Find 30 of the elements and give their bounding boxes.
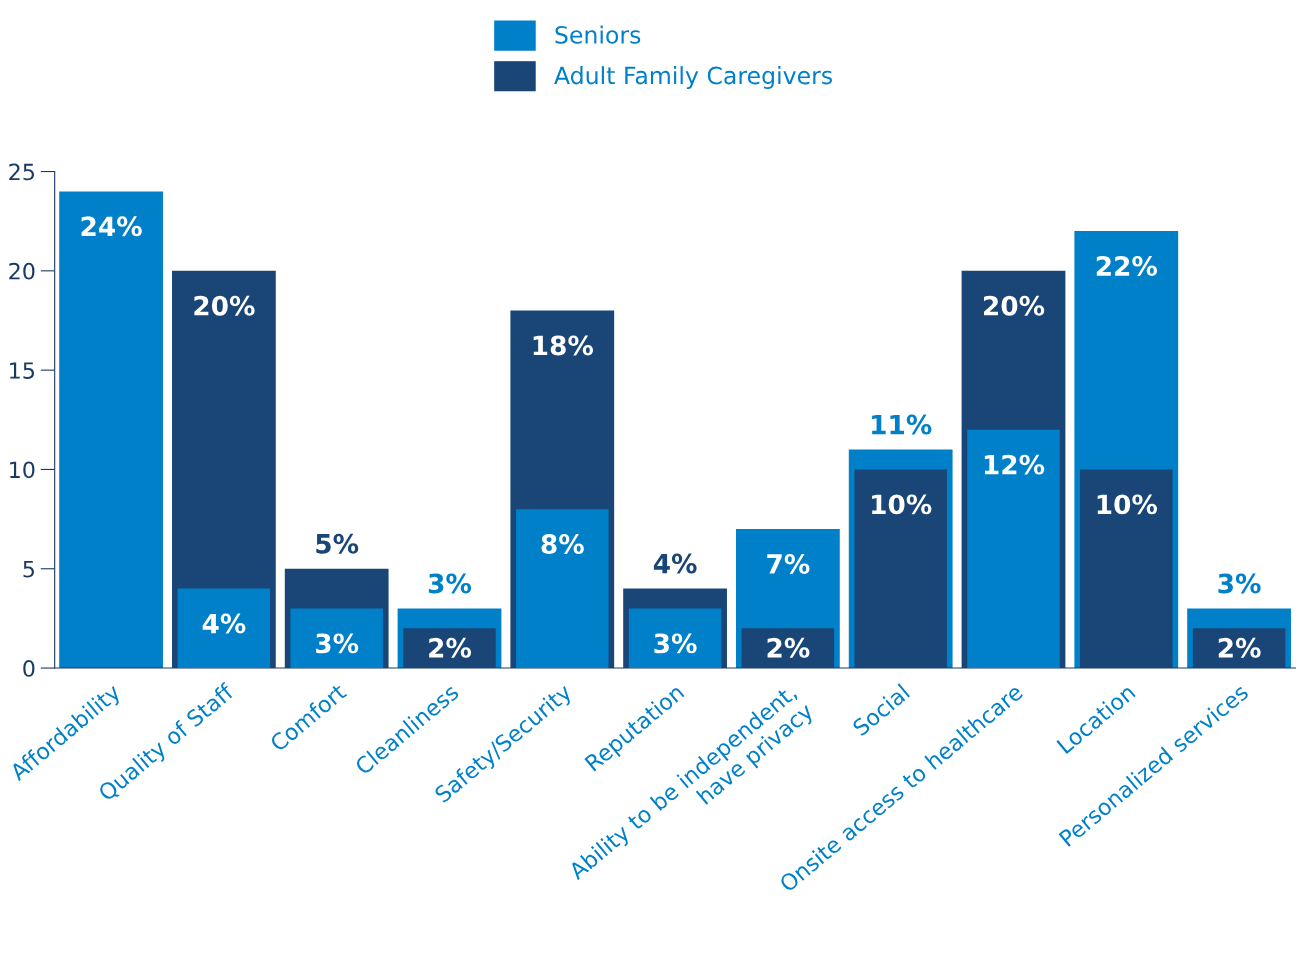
y-tick-label: 25 [9, 163, 34, 181]
data-label: 4% [653, 553, 697, 574]
y-tick-label: 15 [10, 362, 34, 379]
y-tick-label: 0 [23, 660, 35, 677]
y-tick-label: 5 [23, 560, 34, 578]
data-label: 3% [1218, 573, 1261, 594]
legend-label: Adult Family Caregivers [554, 66, 832, 89]
bar [59, 191, 163, 669]
data-label: 7% [767, 553, 810, 574]
data-label: 3% [654, 633, 697, 654]
data-label: 3% [316, 633, 359, 654]
y-tick-label: 20 [9, 262, 35, 280]
data-label: 3% [428, 573, 472, 594]
data-label: 10% [1097, 494, 1158, 515]
data-label: 20% [983, 295, 1045, 316]
data-label: 22% [1096, 256, 1158, 277]
data-label: 5% [316, 533, 359, 554]
data-label: 12% [984, 454, 1045, 475]
data-label: 2% [767, 637, 810, 658]
data-label: 20% [194, 295, 255, 316]
data-label: 18% [533, 335, 594, 356]
data-label: 4% [202, 613, 246, 634]
data-label: 2% [1218, 637, 1261, 658]
data-label: 11% [872, 414, 932, 435]
data-label: 10% [872, 494, 932, 515]
y-tick-label: 10 [10, 461, 35, 479]
data-label: 8% [541, 534, 584, 555]
data-label: 2% [429, 637, 472, 658]
data-label: 24% [81, 216, 142, 237]
legend-label: Seniors [555, 25, 641, 44]
